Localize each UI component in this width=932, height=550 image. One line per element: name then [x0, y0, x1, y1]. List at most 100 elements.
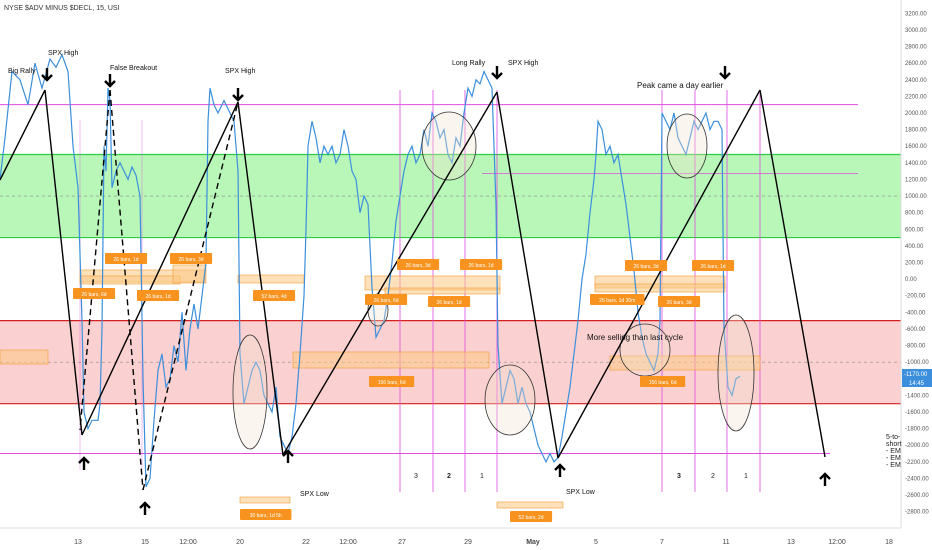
- price-tick: 200.00: [905, 261, 924, 267]
- projection-label-badge: [625, 260, 668, 271]
- projection-label-text: 156 bars, 6d: [649, 380, 677, 386]
- projection-range-box: [237, 274, 305, 284]
- projection-label-badge: [397, 259, 440, 270]
- arrow-up-icon: [139, 501, 151, 515]
- highlight-ellipse: [717, 314, 755, 432]
- time-tick: May: [526, 539, 540, 546]
- label-peak-earlier: Peak came a day earlier: [637, 81, 724, 90]
- projection-range-box: [79, 275, 181, 285]
- price-tick: -2200.00: [905, 460, 929, 466]
- price-tick: -2800.00: [905, 510, 929, 516]
- time-tick: 5: [594, 539, 598, 546]
- time-tick: 13: [74, 539, 82, 546]
- trend-line: [282, 91, 498, 456]
- projection-range-box: [292, 351, 490, 369]
- time-tick: 7: [660, 539, 664, 546]
- label-spx-high-1: SPX High: [48, 50, 78, 57]
- projection-label-badge: [137, 290, 180, 301]
- price-tick: 2400.00: [905, 78, 927, 84]
- cycle-count: 3: [677, 473, 681, 480]
- time-tick: 12:00: [828, 539, 846, 546]
- projection-label-badge: [240, 509, 292, 520]
- price-tick: 400.00: [905, 244, 924, 250]
- projection-label-text: 26 bars, 1d: [469, 263, 494, 269]
- arrow-markers: [41, 66, 831, 515]
- arrow-down-icon: [232, 88, 244, 102]
- projection-label-text: 26 bars, 6d: [374, 298, 399, 304]
- arrow-down-icon: [719, 66, 731, 80]
- label-spx-high-3: SPX High: [508, 60, 538, 67]
- price-tick: 0.00: [905, 277, 917, 283]
- projection-label-text: 30 bars, 1d 5h: [250, 513, 282, 519]
- label-big-rally: Big Rally: [8, 68, 36, 75]
- side-note-line: - EM: [886, 455, 901, 462]
- arrow-up-icon: [78, 456, 90, 470]
- chart-title: NYSE $ADV MINUS $DECL, 15, USI: [4, 5, 120, 12]
- arrow-up-icon: [554, 463, 566, 477]
- price-tick: 2800.00: [905, 45, 927, 51]
- highlight-ellipse: [484, 364, 536, 436]
- price-tick-labels: 3200.00 3000.00 2800.00 2600.00 2400.00 2200.…: [905, 11, 929, 515]
- last-value-badge: [902, 369, 932, 378]
- projection-label-badge: [73, 288, 116, 299]
- side-note: 5-to- short - EM - EM - EM: [886, 434, 902, 469]
- trend-line-dashed: [142, 101, 239, 491]
- price-tick: 1000.00: [905, 194, 927, 200]
- price-tick: 2200.00: [905, 94, 927, 100]
- projection-label-badge: [428, 296, 471, 307]
- projection-label-text: 26 bars, 1d: [146, 294, 171, 300]
- price-tick: 1200.00: [905, 177, 927, 183]
- price-tick: -2400.00: [905, 476, 929, 482]
- projection-range-box: [172, 264, 207, 284]
- trend-line-dashed: [79, 89, 111, 431]
- side-note-line: - EM: [886, 448, 901, 455]
- projection-range-box: [496, 501, 564, 509]
- label-more-selling: More selling than last cycle: [587, 333, 684, 342]
- series-line: [0, 53, 741, 488]
- label-long-rally: Long Rally: [452, 60, 486, 67]
- arrow-down-icon: [41, 68, 53, 82]
- highlight-ellipse: [232, 334, 268, 450]
- projection-label-badge: [170, 253, 213, 264]
- projection-label-text: 156 bars, 6d: [378, 380, 406, 386]
- highlight-ellipse: [421, 111, 477, 181]
- price-axis-background: [901, 0, 932, 528]
- projection-label-text: 26 bars, 1d 30m: [599, 298, 635, 304]
- price-tick: -2600.00: [905, 493, 929, 499]
- highlight-ellipses: [232, 111, 755, 450]
- cycle-count: 3: [414, 473, 418, 480]
- time-tick: 12:00: [179, 539, 197, 546]
- projection-label-badge: [692, 260, 735, 271]
- time-tick: 13: [787, 539, 795, 546]
- label-spx-high-2: SPX High: [225, 68, 255, 75]
- time-axis[interactable]: 13 15 12:00 20 22 12:00 27 29 May 5 7 11 13 12:00 18: [0, 527, 901, 546]
- price-tick: 1400.00: [905, 161, 927, 167]
- cycle-count: 2: [711, 473, 715, 480]
- time-tick: 12:00: [339, 539, 357, 546]
- projection-range-box: [239, 496, 291, 504]
- price-tick: -600.00: [905, 327, 926, 333]
- trend-line: [0, 89, 46, 181]
- projection-label-badge: [590, 294, 645, 305]
- arrow-up-icon: [819, 472, 831, 486]
- projection-label-text: 26 bars, 3d: [179, 257, 204, 263]
- time-tick: 11: [722, 539, 729, 546]
- price-tick: 1600.00: [905, 144, 927, 150]
- time-tick: 18: [885, 539, 893, 546]
- projection-label-text: 26 bars, 1d: [437, 300, 462, 306]
- price-tick: 2600.00: [905, 61, 927, 67]
- price-axis[interactable]: 3200.00 3000.00 2800.00 2600.00 2400.00 2200.…: [900, 0, 932, 528]
- projection-labels: 26 bars, 6d 26 bars, 1d 26 bars, 1d 26 bars…: [73, 253, 735, 522]
- trend-line: [557, 89, 761, 459]
- price-tick: 800.00: [905, 211, 924, 217]
- trend-line: [81, 101, 239, 436]
- label-spx-low-2: SPX Low: [566, 489, 596, 496]
- highlight-ellipse: [666, 113, 708, 179]
- label-spx-low-1: SPX Low: [300, 491, 330, 498]
- projection-label-badge: [658, 296, 701, 307]
- trend-line: [237, 101, 284, 456]
- last-value-text: -1170.00: [904, 372, 928, 378]
- projection-label-text: 26 bars, 1d: [701, 264, 726, 270]
- projection-label-text: 52 bars, 4d: [262, 294, 287, 300]
